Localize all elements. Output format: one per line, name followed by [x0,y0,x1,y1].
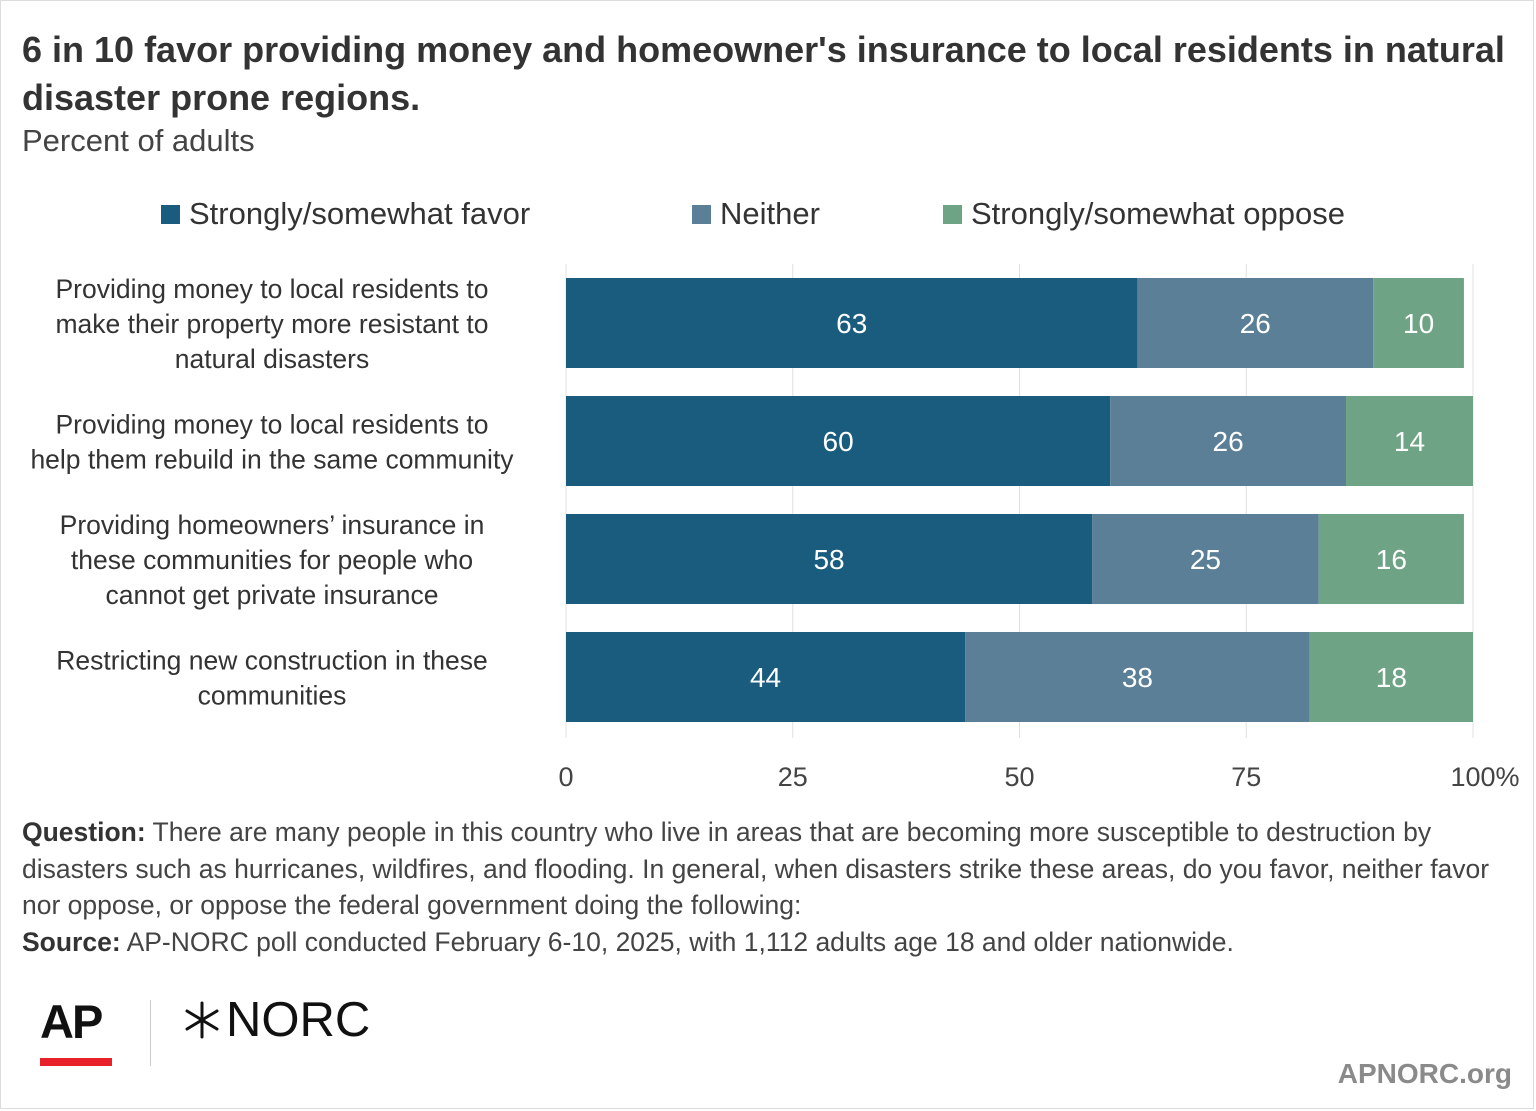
bar-segment [1309,632,1473,722]
category-label-line: natural disasters [175,344,369,374]
norc-logo: NORC [182,993,371,1047]
category-label-line: cannot get private insurance [106,580,439,610]
data-label: 16 [1376,544,1407,575]
chart-subtitle: Percent of adults [22,123,255,158]
legend-label-oppose: Strongly/somewhat oppose [971,196,1345,231]
question-text: There are many people in this country wh… [22,817,1490,920]
legend-label-neither: Neither [720,196,820,231]
x-tick-label: 0 [558,762,573,792]
site-url: APNORC.org [1337,1058,1512,1089]
legend-label-favor: Strongly/somewhat favor [189,196,531,231]
category-label-line: help them rebuild in the same community [30,445,514,475]
legend-item-favor: Strongly/somewhat favor [161,192,530,236]
data-label: 26 [1213,426,1244,457]
question-note: Question: There are many people in this … [22,814,1512,924]
data-label: 26 [1240,308,1271,339]
data-label: 38 [1122,662,1153,693]
chart-notes: Question: There are many people in this … [22,814,1512,960]
legend-item-neither: Neither [692,192,820,236]
norc-logo-text: NORC [226,993,371,1047]
data-label: 58 [813,544,844,575]
category-label: Restricting new construction in these com… [56,646,488,711]
chart-title: 6 in 10 favor providing money and homeow… [22,29,1505,118]
bar-segment [566,396,1111,486]
data-label: 14 [1394,426,1425,457]
legend-swatch-neither [692,204,711,224]
category-label-line: Providing homeowners’ insurance in [60,510,485,540]
category-label-line: Providing money to local residents to [55,410,488,440]
category-label: Providing homeowners’ insurance in these … [60,510,485,610]
source-text: AP-NORC poll conducted February 6-10, 20… [120,926,1234,957]
logo-divider [150,1000,151,1066]
bar-segment [566,632,966,722]
data-label: 18 [1376,662,1407,693]
norc-star-icon [185,1001,219,1039]
data-label: 25 [1190,544,1221,575]
category-label-line: Providing money to local residents to [55,274,488,304]
legend-swatch-favor [161,204,180,224]
bar-segment [566,278,1138,368]
category-label-line: make their property more resistant to [55,309,488,339]
x-tick-label: 75 [1231,762,1261,792]
category-label-line: communities [198,681,347,711]
question-label: Question: [22,817,146,847]
legend-item-oppose: Strongly/somewhat oppose [943,192,1345,236]
bar-segment [1373,278,1464,368]
ap-logo-text: AP [40,995,103,1048]
data-label: 63 [836,308,867,339]
x-tick-label: 100% [1450,762,1519,792]
data-label: 10 [1403,308,1434,339]
category-label: Providing money to local residents to hel… [30,410,514,475]
source-note: Source: AP-NORC poll conducted February … [22,924,1512,961]
category-label-line: these communities for people who [71,545,473,575]
data-label: 44 [750,662,781,693]
bar-segment [566,514,1093,604]
ap-logo-underline [40,1058,112,1066]
bar-segment [1137,278,1374,368]
x-tick-label: 50 [1004,762,1034,792]
ap-logo: AP [40,996,112,1066]
chart-legend: Strongly/somewhat favor Neither Strongly… [0,192,1536,236]
bar-chart: 0 25 50 75 100% 63 26 10 Providing money to loca… [30,264,1520,792]
data-label: 60 [823,426,854,457]
bar-segment [965,632,1310,722]
bar-segment [1346,396,1473,486]
legend-swatch-oppose [943,204,962,224]
category-label: Providing money to local residents to mak… [55,274,488,374]
source-label: Source: [22,926,121,957]
bar-segment [1318,514,1464,604]
bar-segment [1092,514,1319,604]
bar-segment [1110,396,1347,486]
category-label-line: Restricting new construction in these [56,646,488,676]
x-tick-label: 25 [778,762,808,792]
